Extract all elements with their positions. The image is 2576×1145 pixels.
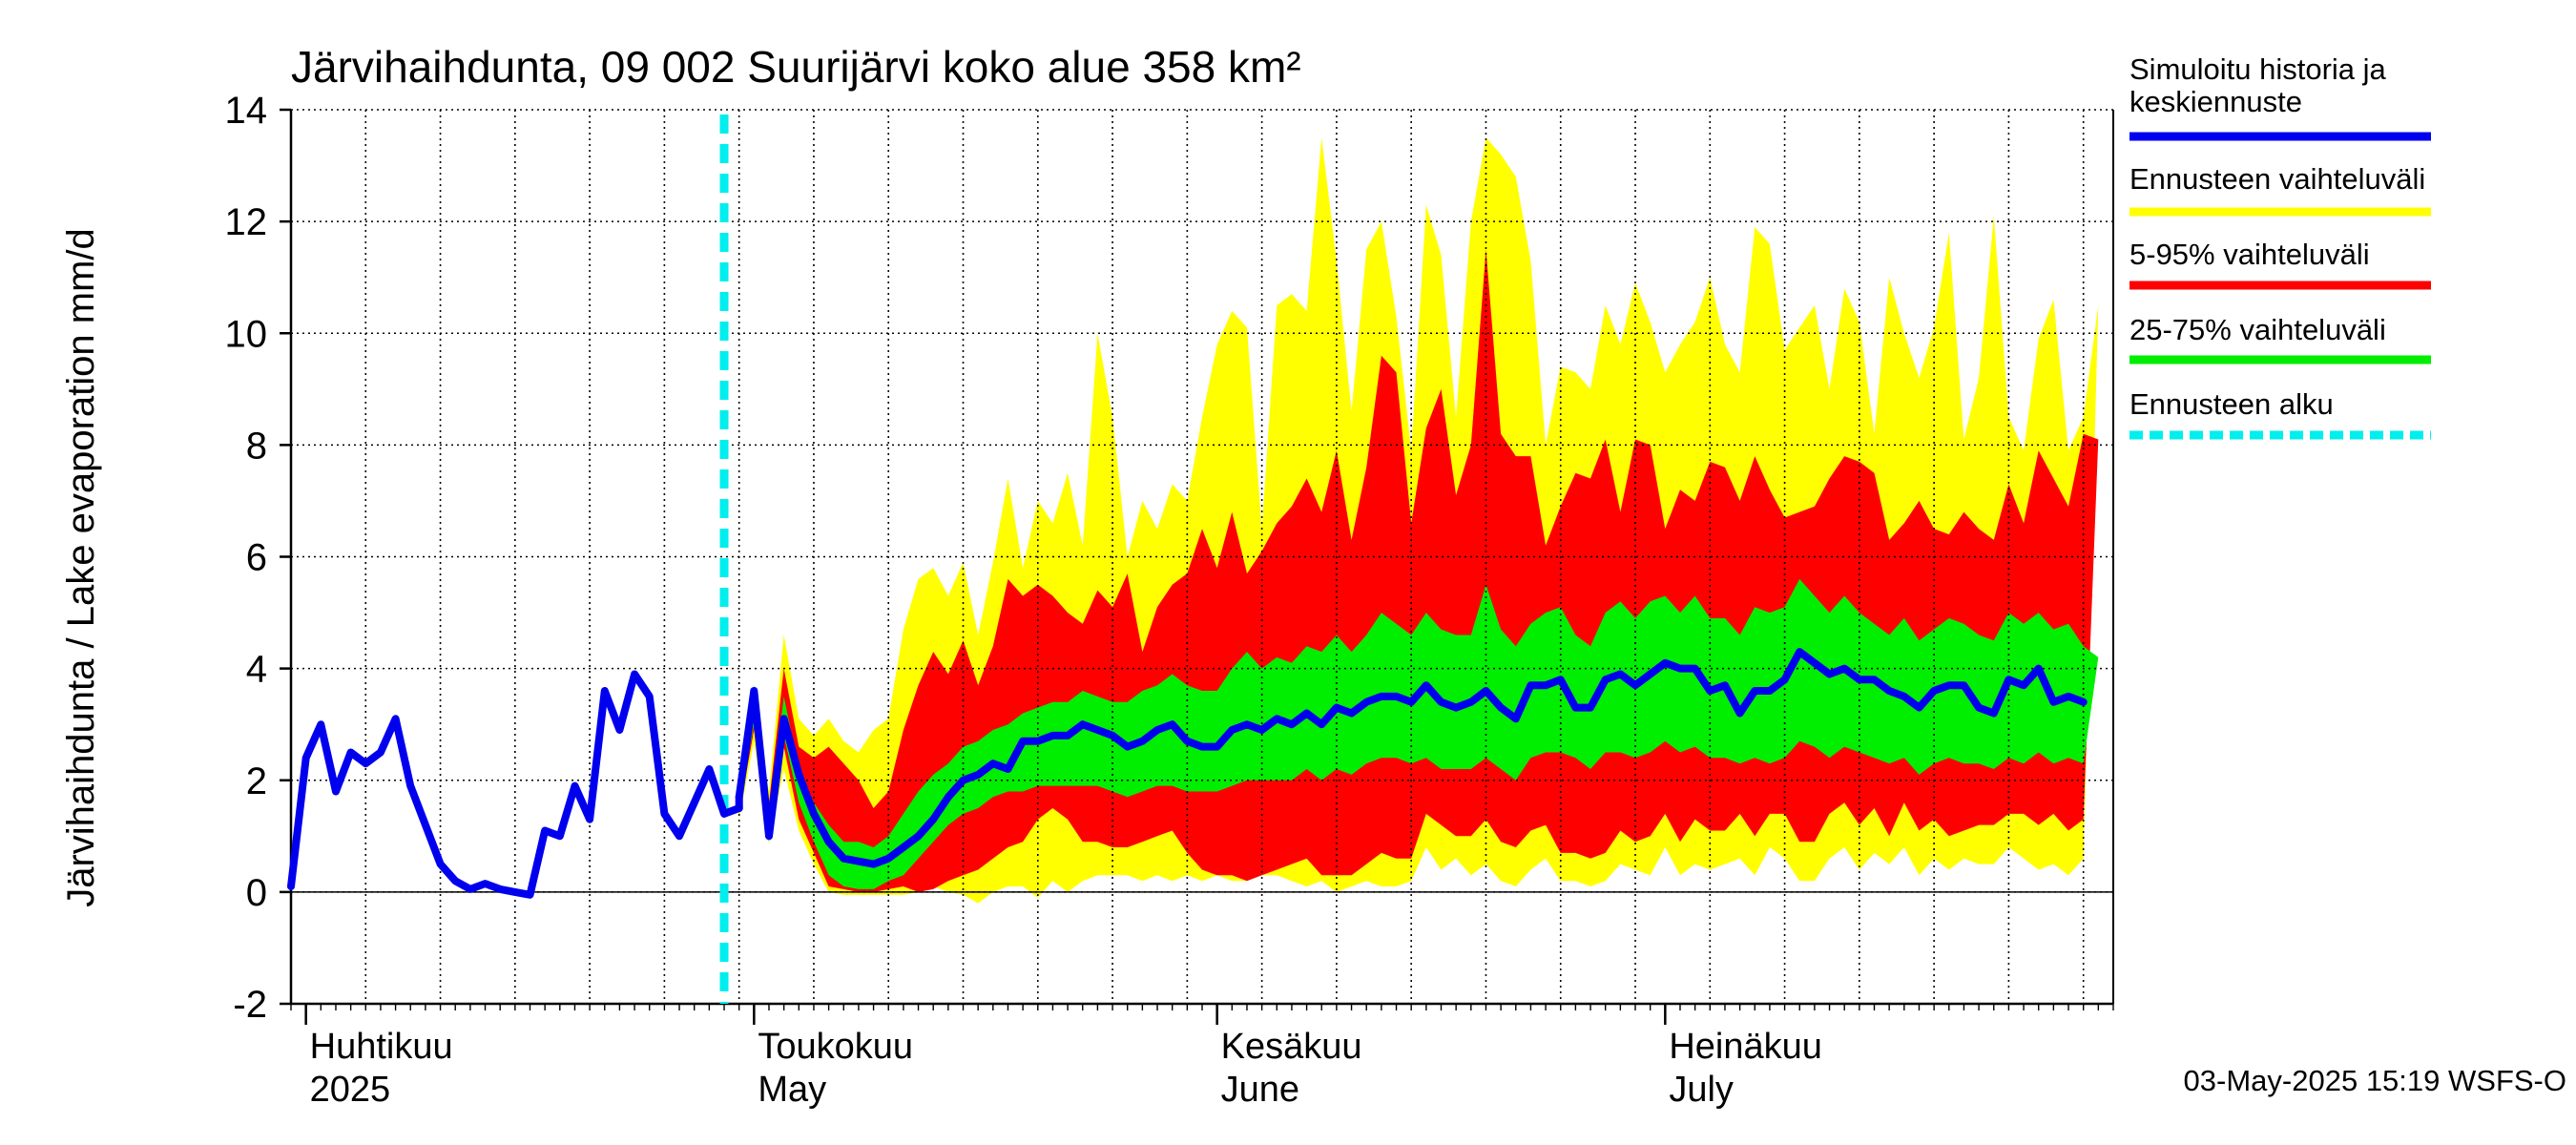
legend-label: 5-95% vaihteluväli (2129, 238, 2370, 271)
month-label-fi: Kesäkuu (1221, 1027, 1362, 1067)
legend-label: 25-75% vaihteluväli (2129, 313, 2386, 346)
chart-title: Järvihaihdunta, 09 002 Suurijärvi koko a… (291, 42, 1301, 92)
legend-label: Ennusteen vaihteluväli (2129, 162, 2425, 196)
legend-label: Simuloitu historia ja (2129, 52, 2387, 86)
month-label-fi: Toukokuu (758, 1027, 913, 1067)
y-tick-label: 14 (225, 90, 268, 132)
month-label-en: July (1669, 1070, 1734, 1110)
month-label-en: 2025 (310, 1070, 391, 1110)
y-tick-label: 2 (246, 760, 267, 802)
month-label-fi: Huhtikuu (310, 1027, 453, 1067)
month-label-fi: Heinäkuu (1669, 1027, 1822, 1067)
y-tick-label: 6 (246, 537, 267, 579)
y-tick-label: 4 (246, 649, 267, 691)
y-tick-label: -2 (233, 984, 267, 1026)
legend-label-line2: keskiennuste (2129, 85, 2302, 118)
footer-timestamp: 03-May-2025 15:19 WSFS-O (2184, 1064, 2566, 1097)
median-forecast-line (735, 648, 2088, 868)
y-tick-label: 8 (246, 425, 267, 467)
legend-label: Ennusteen alku (2129, 387, 2334, 421)
y-axis-label: Järvihaihdunta / Lake evaporation mm/d (60, 228, 102, 907)
band-25-75 (738, 578, 2099, 889)
month-label-en: June (1221, 1070, 1299, 1110)
y-tick-label: 12 (225, 201, 268, 243)
y-tick-label: 10 (225, 313, 268, 355)
month-label-en: May (758, 1070, 826, 1110)
history-line (287, 670, 743, 899)
y-tick-label: 0 (246, 872, 267, 914)
